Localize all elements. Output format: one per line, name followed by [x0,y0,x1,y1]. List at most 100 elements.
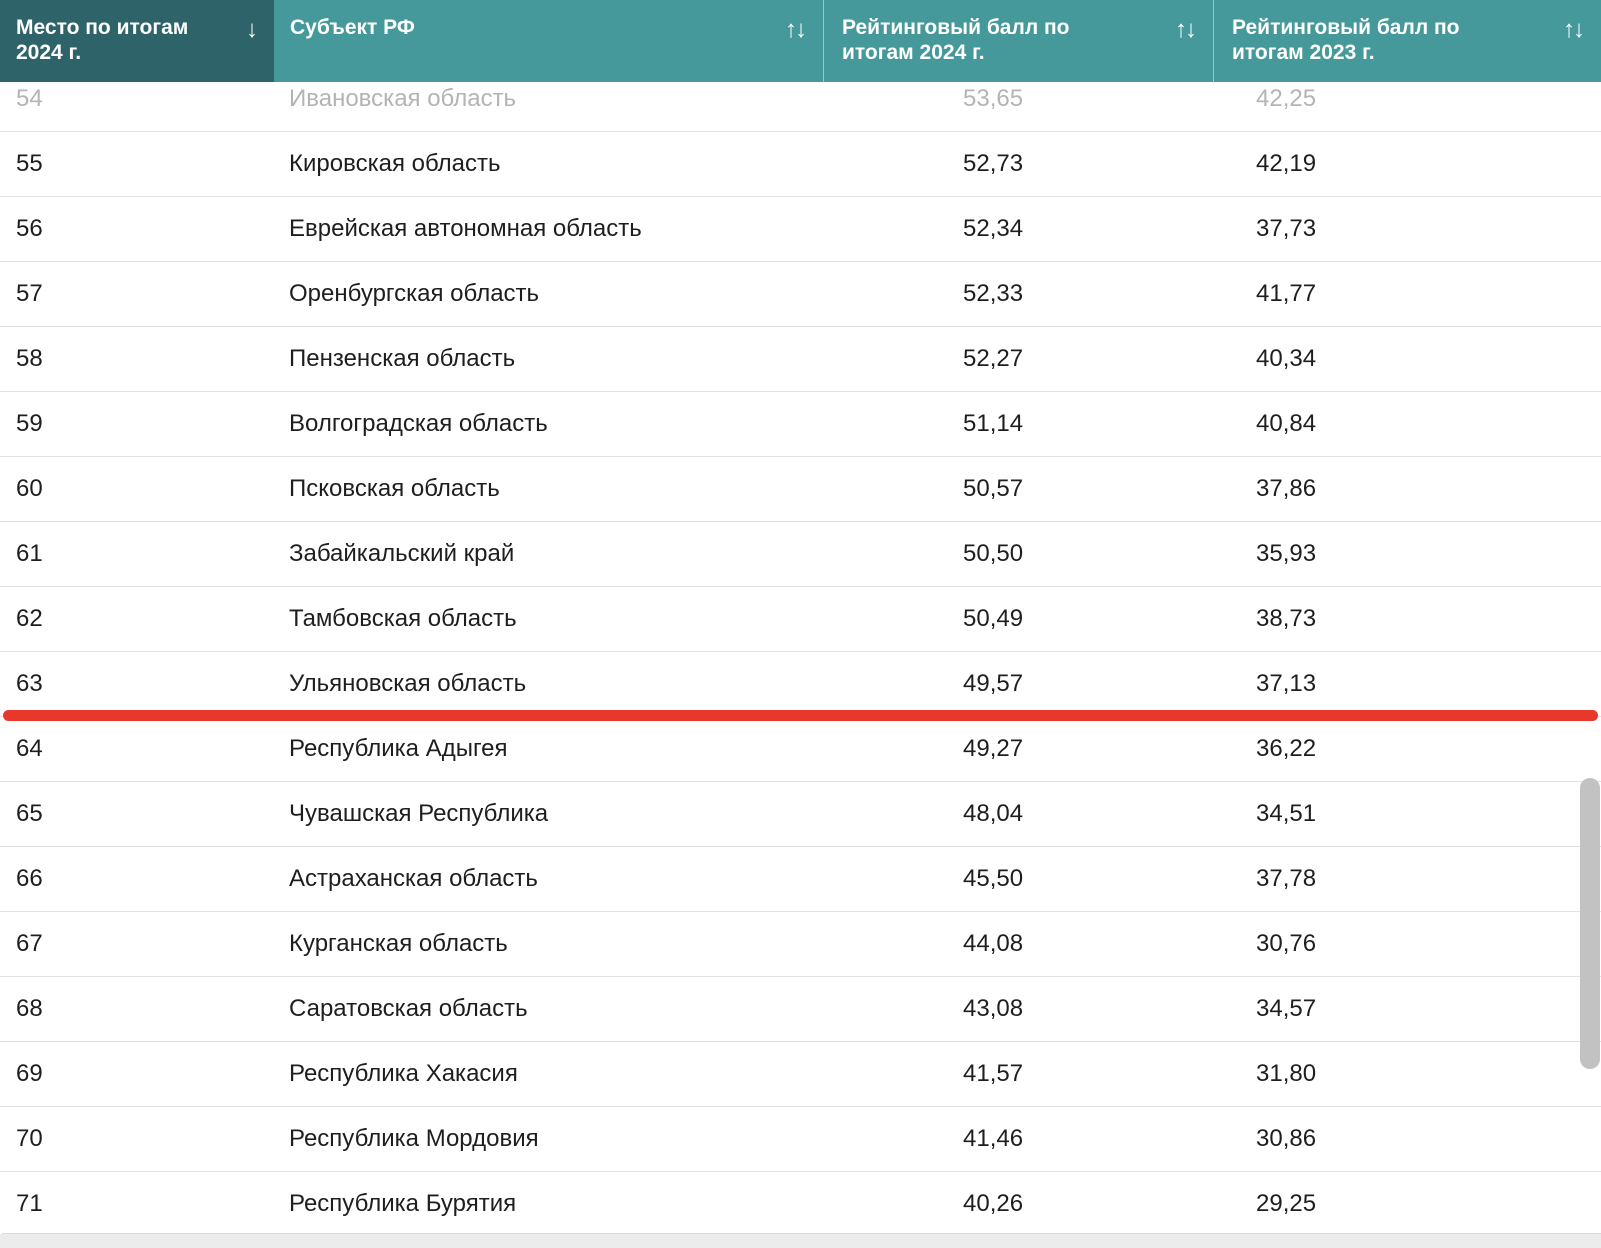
table-row: 62 Тамбовская область 50,49 38,73 [0,587,1601,652]
cell-score-2023: 36,22 [1256,735,1317,762]
table-row: 65 Чувашская Республика 48,04 34,51 [0,782,1601,847]
cell-place: 68 [16,995,43,1022]
cell-place: 57 [16,280,43,307]
column-label: Место по итогам 2024 г. [16,16,189,64]
cell-region: Тамбовская область [289,605,517,632]
cell-score-2023: 42,19 [1256,150,1317,177]
sort-both-icon[interactable]: ↑↓ [1175,16,1197,43]
column-label: Рейтинговый балл по итогам 2023 г. [1232,16,1460,64]
column-label: Субъект РФ [290,16,415,39]
cell-score-2024: 50,50 [963,540,1024,567]
table-row: 60 Псковская область 50,57 37,86 [0,457,1601,522]
table-row: 57 Оренбургская область 52,33 41,77 [0,262,1601,327]
cell-score-2024: 52,33 [963,280,1024,307]
cell-score-2024: 49,57 [963,670,1024,697]
cell-region: Псковская область [289,475,500,502]
cell-score-2024: 53,65 [963,85,1024,112]
cell-score-2023: 41,77 [1256,280,1317,307]
cell-score-2023: 31,80 [1256,1060,1317,1087]
sort-both-icon[interactable]: ↑↓ [1563,16,1585,43]
horizontal-scrollbar-track[interactable] [0,1233,1601,1248]
cell-score-2024: 49,27 [963,735,1024,762]
table-row: 66 Астраханская область 45,50 37,78 [0,847,1601,912]
cell-place: 64 [16,735,43,762]
cell-score-2023: 37,86 [1256,475,1317,502]
cell-score-2023: 38,73 [1256,605,1317,632]
highlight-underline [3,710,1598,721]
cell-region: Ульяновская область [289,670,527,697]
cell-region: Кировская область [289,150,501,177]
cell-region: Волгоградская область [289,410,548,437]
cell-region: Республика Адыгея [289,735,508,762]
table-row: 63 Ульяновская область 49,57 37,13 [0,652,1601,717]
cell-region: Ивановская область [289,85,517,112]
cell-score-2024: 50,49 [963,605,1024,632]
table-header: Место по итогам 2024 г. ↓ Субъект РФ ↑↓ … [0,0,1601,82]
cell-place: 56 [16,215,43,242]
table-row: 67 Курганская область 44,08 30,76 [0,912,1601,977]
table-row: 59 Волгоградская область 51,14 40,84 [0,392,1601,457]
cell-place: 67 [16,930,43,957]
cell-place: 63 [16,670,43,697]
cell-region: Забайкальский край [289,540,515,567]
cell-place: 71 [16,1190,43,1217]
cell-score-2024: 48,04 [963,800,1024,827]
table-row: 70 Республика Мордовия 41,46 30,86 [0,1107,1601,1172]
cell-place: 60 [16,475,43,502]
table-row: 71 Республика Бурятия 40,26 29,25 [0,1172,1601,1237]
table-row: 54 Ивановская область 53,65 42,25 [0,67,1601,132]
cell-score-2024: 41,46 [963,1125,1024,1152]
cell-region: Республика Мордовия [289,1125,539,1152]
cell-score-2023: 30,76 [1256,930,1317,957]
cell-score-2023: 40,84 [1256,410,1317,437]
cell-score-2024: 41,57 [963,1060,1024,1087]
cell-score-2023: 34,57 [1256,995,1317,1022]
cell-place: 55 [16,150,43,177]
cell-place: 54 [16,85,43,112]
cell-region: Саратовская область [289,995,528,1022]
cell-region: Еврейская автономная область [289,215,642,242]
column-header-place-2024[interactable]: Место по итогам 2024 г. ↓ [0,0,274,82]
cell-score-2023: 37,73 [1256,215,1317,242]
cell-place: 66 [16,865,43,892]
cell-place: 59 [16,410,43,437]
cell-score-2024: 52,27 [963,345,1024,372]
sort-both-icon[interactable]: ↑↓ [785,16,807,43]
cell-score-2023: 40,34 [1256,345,1317,372]
cell-region: Республика Бурятия [289,1190,517,1217]
column-header-region[interactable]: Субъект РФ ↑↓ [274,0,823,82]
column-label: Рейтинговый балл по итогам 2024 г. [842,16,1070,64]
sort-desc-icon[interactable]: ↓ [246,16,258,43]
cell-place: 58 [16,345,43,372]
cell-score-2024: 43,08 [963,995,1024,1022]
cell-place: 61 [16,540,43,567]
cell-region: Чувашская Республика [289,800,549,827]
table-row: 61 Забайкальский край 50,50 35,93 [0,522,1601,587]
cell-score-2024: 50,57 [963,475,1024,502]
cell-place: 70 [16,1125,43,1152]
cell-score-2023: 34,51 [1256,800,1317,827]
vertical-scrollbar-thumb[interactable] [1580,778,1600,1069]
cell-region: Республика Хакасия [289,1060,518,1087]
cell-score-2024: 52,34 [963,215,1024,242]
table-row: 68 Саратовская область 43,08 34,57 [0,977,1601,1042]
cell-score-2024: 52,73 [963,150,1024,177]
cell-score-2024: 44,08 [963,930,1024,957]
cell-score-2024: 45,50 [963,865,1024,892]
cell-region: Курганская область [289,930,508,957]
cell-place: 62 [16,605,43,632]
cell-score-2023: 35,93 [1256,540,1317,567]
table-row: 58 Пензенская область 52,27 40,34 [0,327,1601,392]
column-header-score-2023[interactable]: Рейтинговый балл по итогам 2023 г. ↑↓ [1213,0,1601,82]
cell-score-2023: 29,25 [1256,1190,1317,1217]
cell-region: Пензенская область [289,345,516,372]
cell-region: Оренбургская область [289,280,540,307]
cell-score-2023: 42,25 [1256,85,1317,112]
cell-score-2024: 40,26 [963,1190,1024,1217]
cell-place: 65 [16,800,43,827]
cell-score-2023: 37,78 [1256,865,1317,892]
column-header-score-2024[interactable]: Рейтинговый балл по итогам 2024 г. ↑↓ [823,0,1213,82]
cell-region: Астраханская область [289,865,538,892]
